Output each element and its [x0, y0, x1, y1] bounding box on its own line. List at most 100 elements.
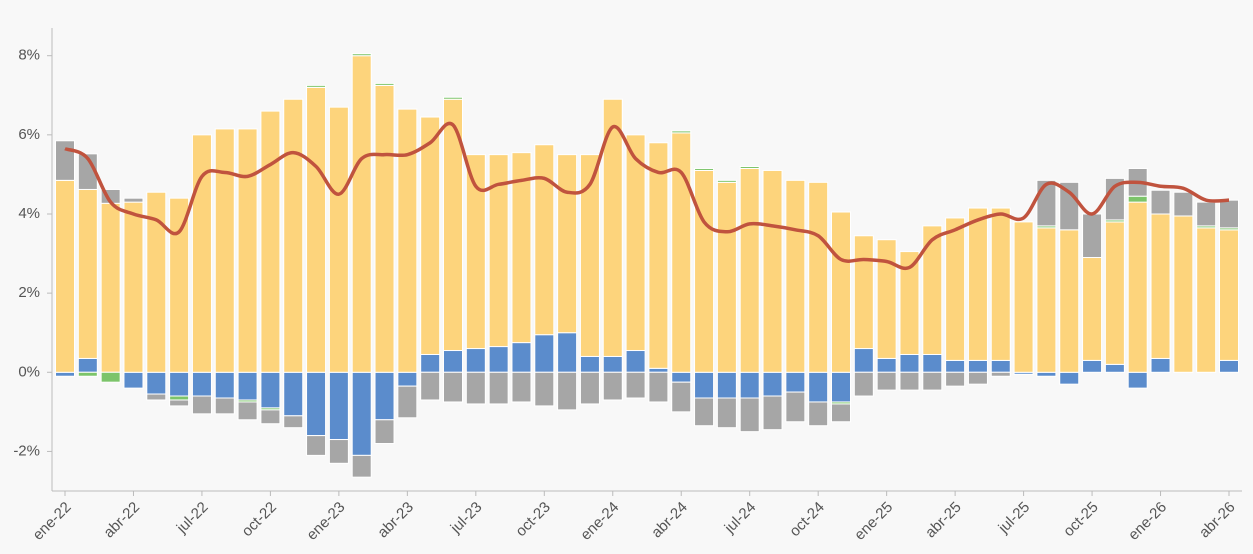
- bar-segment: [1173, 215, 1194, 373]
- bar-segment: [169, 197, 190, 373]
- bar-segment: [716, 371, 737, 399]
- bar-segment: [328, 371, 349, 441]
- bar-segment: [785, 391, 806, 423]
- bar-segment: [511, 371, 532, 403]
- bar-segment: [922, 353, 943, 373]
- bar-segment: [990, 207, 1011, 361]
- bar-segment: [579, 355, 600, 373]
- bar-segment: [762, 395, 783, 431]
- bar-segment: [1036, 179, 1057, 227]
- bar-segment: [100, 202, 121, 373]
- bar-segment: [534, 371, 555, 407]
- bar-segment: [579, 371, 600, 405]
- bar-segment: [237, 401, 258, 421]
- bar-segment: [716, 181, 737, 373]
- bar-segment: [762, 169, 783, 373]
- bar-segment: [831, 371, 851, 403]
- bar-segment: [146, 371, 167, 395]
- bar-segment: [283, 415, 304, 429]
- bar-segment: [465, 348, 486, 373]
- bar-segment: [374, 419, 395, 445]
- bar-segment: [739, 397, 760, 433]
- bar-segment: [77, 188, 98, 359]
- bar-segment: [191, 395, 212, 415]
- bar-segment: [146, 191, 167, 373]
- bar-segment: [443, 96, 463, 100]
- bar-segment: [1036, 371, 1057, 377]
- bar-segment: [1127, 371, 1148, 389]
- bar-segment: [488, 371, 509, 405]
- bar-segment: [77, 371, 98, 377]
- bar-segment: [990, 359, 1011, 373]
- bar-segment: [511, 342, 532, 373]
- bar-segment: [77, 357, 98, 373]
- bar-segment: [1013, 221, 1034, 373]
- bar-segment: [602, 355, 623, 373]
- bar-segment: [557, 154, 578, 334]
- bar-segment: [602, 371, 623, 401]
- y-tick-label: 6%: [18, 126, 40, 143]
- bar-segment: [306, 435, 327, 456]
- bar-segment: [169, 399, 190, 407]
- bar-segment: [1036, 227, 1057, 373]
- bar-segment: [534, 334, 555, 373]
- bar-segment: [625, 134, 646, 352]
- bar-segment: [1059, 229, 1080, 373]
- bar-segment: [1219, 229, 1239, 361]
- bar-segment: [853, 235, 874, 350]
- y-tick-label: 0%: [18, 363, 40, 380]
- bar-segment: [853, 371, 874, 397]
- bar-segment: [488, 346, 509, 373]
- bar-segment: [351, 454, 372, 478]
- bar-segment: [443, 371, 463, 403]
- bar-segment: [283, 371, 304, 417]
- bar-segment: [922, 371, 943, 391]
- bar-segment: [739, 167, 760, 373]
- bar-segment: [511, 152, 532, 344]
- bar-segment: [351, 55, 372, 373]
- bar-segment: [785, 371, 806, 393]
- bar-segment: [899, 251, 920, 355]
- bar-segment: [1104, 221, 1125, 365]
- bar-segment: [169, 371, 190, 397]
- bar-segment: [808, 401, 829, 427]
- bar-segment: [808, 371, 829, 403]
- bar-segment: [625, 371, 646, 399]
- bar-segment: [694, 371, 715, 399]
- bar-segment: [648, 142, 669, 369]
- bar-segment: [420, 353, 441, 373]
- bar-segment: [443, 350, 463, 373]
- bar-segment: [1150, 213, 1171, 359]
- bar-segment: [1173, 191, 1194, 217]
- bar-segment: [488, 154, 509, 348]
- bar-segment: [465, 154, 486, 350]
- bar-segment: [374, 84, 395, 373]
- bar-segment: [55, 371, 75, 377]
- bar-segment: [694, 169, 715, 373]
- bar-segment: [716, 179, 737, 183]
- bar-segment: [306, 371, 327, 437]
- bar-segment: [945, 217, 966, 361]
- bar-segment: [534, 144, 555, 336]
- bar-segment: [922, 225, 943, 355]
- bar-segment: [671, 381, 692, 413]
- bar-segment: [237, 128, 258, 373]
- bar-segment: [191, 134, 212, 373]
- bar-segment: [739, 166, 760, 169]
- bar-segment: [808, 181, 829, 373]
- bar-segment: [328, 106, 349, 373]
- bar-segment: [853, 348, 874, 373]
- bar-segment: [967, 371, 988, 385]
- bar-segment: [648, 371, 669, 403]
- bar-segment: [420, 116, 441, 355]
- bar-segment: [899, 371, 920, 391]
- bar-segment: [945, 371, 966, 387]
- bar-segment: [374, 371, 395, 421]
- bar-segment: [1082, 213, 1103, 259]
- bar-segment: [694, 167, 715, 171]
- bar-segment: [1059, 371, 1080, 385]
- bar-segment: [260, 110, 281, 373]
- bar-segment: [123, 371, 144, 389]
- y-tick-label: -2%: [13, 442, 40, 459]
- bar-segment: [967, 359, 988, 373]
